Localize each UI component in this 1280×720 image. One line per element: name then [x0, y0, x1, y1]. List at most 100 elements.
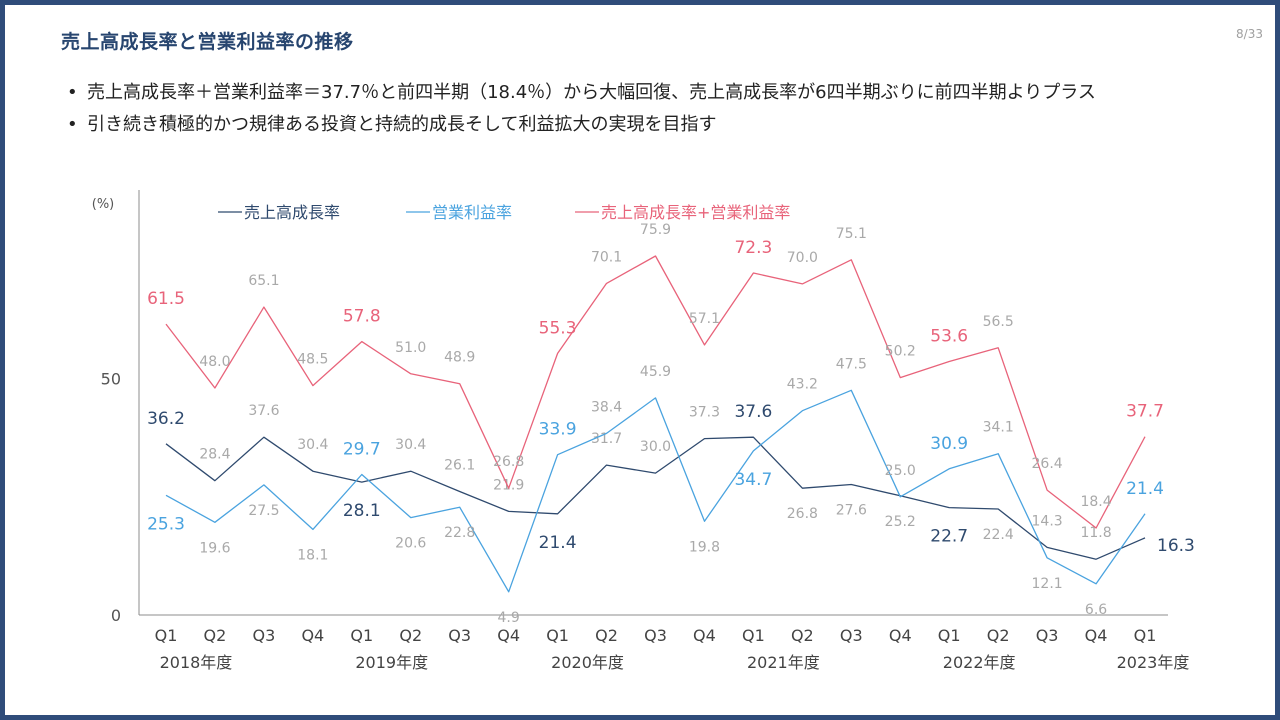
fiscal-year-label: 2022年度: [943, 653, 1016, 672]
page-number: 8/33: [1236, 27, 1263, 41]
data-label: 22.8: [444, 525, 475, 541]
series-line: [165, 255, 1146, 529]
slide: 売上高成長率と営業利益率の推移 8/33 売上高成長率＋営業利益率＝37.7％と…: [5, 5, 1275, 715]
fiscal-year-label: 2023年度: [1117, 653, 1190, 672]
data-label: 26.8: [493, 454, 524, 470]
data-label: 28.1: [343, 501, 381, 521]
data-label: 37.7: [1126, 402, 1164, 422]
x-tick-label: Q4: [889, 626, 912, 645]
data-label: 11.8: [1080, 525, 1111, 541]
data-label: 34.1: [983, 420, 1014, 436]
x-tick-label: Q4: [1085, 626, 1108, 645]
x-tick-label: Q1: [350, 626, 373, 645]
data-label: 48.5: [297, 352, 328, 368]
data-label: 29.7: [343, 440, 381, 460]
data-label: 30.4: [297, 437, 328, 453]
data-label: 48.9: [444, 350, 475, 366]
data-label: 6.6: [1085, 602, 1107, 618]
data-label: 33.9: [539, 420, 577, 440]
legend-label: 売上高成長率+営業利益率: [601, 203, 790, 222]
data-label: 75.1: [836, 226, 867, 242]
data-label: 28.4: [199, 447, 230, 463]
y-tick-label: 50: [101, 370, 121, 389]
fiscal-year-label: 2020年度: [551, 653, 624, 672]
data-label: 25.0: [885, 463, 916, 479]
fiscal-year-label: 2019年度: [355, 653, 428, 672]
x-tick-label: Q2: [595, 626, 618, 645]
series-line: [165, 389, 1146, 593]
fiscal-year-label: 2021年度: [747, 653, 820, 672]
x-tick-label: Q3: [1036, 626, 1059, 645]
data-label: 45.9: [640, 364, 671, 380]
data-label: 22.7: [930, 527, 968, 547]
x-tick-label: Q3: [644, 626, 667, 645]
data-label: 14.3: [1032, 513, 1063, 529]
bullet-item: 売上高成長率＋営業利益率＝37.7％と前四半期（18.4％）から大幅回復、売上高…: [65, 81, 1225, 105]
bullet-item: 引き続き積極的かつ規律ある投資と持続的成長そして利益拡大の実現を目指す: [65, 113, 1225, 137]
data-label: 19.8: [689, 539, 720, 555]
data-label: 30.4: [395, 437, 426, 453]
data-label: 70.0: [787, 250, 818, 266]
x-tick-label: Q4: [693, 626, 716, 645]
data-label: 70.1: [591, 249, 622, 265]
x-tick-label: Q4: [301, 626, 324, 645]
legend-label: 営業利益率: [432, 203, 512, 222]
x-tick-label: Q2: [791, 626, 814, 645]
data-label: 26.8: [787, 506, 818, 522]
data-label: 61.5: [147, 289, 185, 309]
data-label: 21.4: [1126, 479, 1164, 499]
data-label: 48.0: [199, 354, 230, 370]
data-label: 37.3: [689, 405, 720, 421]
data-label: 20.6: [395, 536, 426, 552]
x-tick-label: Q1: [1134, 626, 1157, 645]
x-tick-label: Q4: [497, 626, 520, 645]
data-label: 55.3: [539, 318, 577, 338]
data-label: 27.6: [836, 502, 867, 518]
data-label: 56.5: [983, 314, 1014, 330]
data-label: 26.4: [1032, 456, 1063, 472]
data-label: 65.1: [248, 273, 279, 289]
data-label: 31.7: [591, 431, 622, 447]
x-tick-label: Q1: [938, 626, 961, 645]
x-tick-label: Q1: [546, 626, 569, 645]
x-tick-label: Q1: [742, 626, 765, 645]
data-label: 47.5: [836, 356, 867, 372]
data-label: 57.1: [689, 311, 720, 327]
data-label: 21.4: [539, 533, 577, 553]
x-tick-label: Q2: [987, 626, 1010, 645]
data-label: 53.6: [930, 326, 968, 346]
data-label: 25.3: [147, 514, 185, 534]
bullet-list: 売上高成長率＋営業利益率＝37.7％と前四半期（18.4％）から大幅回復、売上高…: [65, 81, 1225, 145]
data-label: 16.3: [1157, 536, 1195, 556]
data-label: 50.2: [885, 344, 916, 360]
y-axis-label: (%): [92, 197, 115, 212]
data-label: 21.9: [493, 477, 524, 493]
x-tick-label: Q3: [253, 626, 276, 645]
data-label: 57.8: [343, 307, 381, 327]
x-tick-label: Q3: [840, 626, 863, 645]
data-label: 18.4: [1080, 494, 1111, 510]
data-label: 75.9: [640, 222, 671, 238]
data-label: 30.0: [640, 439, 671, 455]
data-label: 19.6: [199, 540, 230, 556]
data-label: 18.1: [297, 547, 328, 563]
legend-label: 売上高成長率: [244, 203, 340, 222]
series-line: [165, 436, 1146, 560]
data-label: 25.2: [885, 514, 916, 530]
data-label: 51.0: [395, 340, 426, 356]
y-tick-label: 0: [111, 606, 121, 625]
data-label: 26.1: [444, 458, 475, 474]
data-label: 12.1: [1032, 576, 1063, 592]
data-label: 37.6: [248, 403, 279, 419]
data-label: 4.9: [498, 610, 520, 626]
data-label: 34.7: [734, 470, 772, 490]
data-label: 22.4: [983, 527, 1014, 543]
data-label: 72.3: [734, 238, 772, 258]
slide-title: 売上高成長率と営業利益率の推移: [61, 31, 354, 53]
data-label: 43.2: [787, 377, 818, 393]
x-tick-label: Q2: [204, 626, 227, 645]
data-label: 38.4: [591, 399, 622, 415]
data-label: 37.6: [734, 402, 772, 422]
x-tick-label: Q3: [448, 626, 471, 645]
